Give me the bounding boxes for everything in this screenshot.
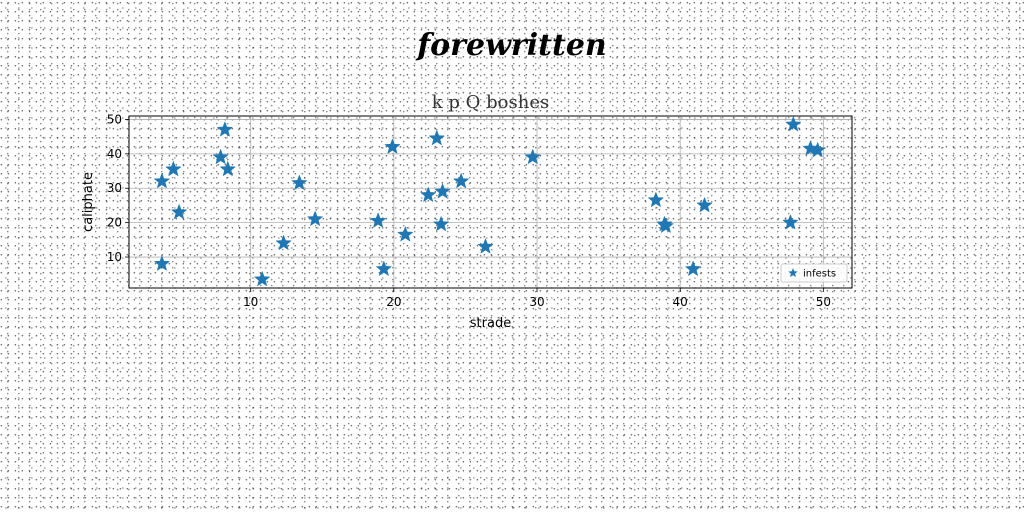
- data-point: [434, 182, 451, 199]
- data-point: [170, 203, 188, 220]
- data-point: [369, 212, 387, 228]
- data-point: [477, 238, 494, 254]
- plot-frame: [128, 115, 853, 289]
- figure-heading: forewritten: [417, 28, 607, 63]
- x-tick-label: 10: [243, 295, 258, 309]
- legend-box: [780, 263, 848, 283]
- y-axis: 10 20 30 40 50: [107, 112, 129, 264]
- data-point: [647, 191, 665, 208]
- y-tick-label: 30: [107, 181, 122, 195]
- y-tick-label: 40: [107, 147, 122, 161]
- data-point: [419, 186, 437, 203]
- chart-title: k p Q boshes: [432, 92, 549, 113]
- data-point: [384, 138, 401, 154]
- y-tick-label: 50: [107, 112, 122, 126]
- data-point: [291, 174, 308, 191]
- data-point: [428, 129, 446, 146]
- data-point: [153, 255, 171, 271]
- data-point: [809, 141, 826, 158]
- x-axis-label: strade: [470, 316, 511, 331]
- data-point: [216, 121, 234, 137]
- x-tick-label: 40: [673, 295, 688, 309]
- y-tick-label: 20: [107, 216, 122, 230]
- x-tick-label: 20: [386, 295, 401, 309]
- data-point: [212, 148, 229, 165]
- legend-marker: [788, 268, 798, 278]
- y-axis-label: caliphate: [81, 172, 96, 232]
- data-point: [696, 196, 713, 213]
- data-point: [684, 260, 702, 277]
- x-tick-label: 30: [529, 295, 544, 309]
- data-point: [397, 225, 414, 242]
- x-axis: 10 20 30 40 50: [243, 288, 831, 309]
- data-point: [452, 172, 470, 189]
- data-point: [219, 160, 237, 177]
- data-point: [785, 115, 802, 132]
- data-point: [782, 213, 799, 230]
- x-tick-label: 50: [816, 295, 831, 309]
- legend: infests: [780, 263, 848, 283]
- y-tick-label: 10: [107, 250, 122, 264]
- legend-label: infests: [803, 269, 836, 280]
- data-point: [657, 217, 675, 234]
- data-point: [432, 215, 450, 232]
- data-point: [306, 210, 324, 227]
- data-point: [275, 234, 292, 251]
- data-point: [153, 172, 171, 189]
- data-point: [253, 270, 271, 287]
- data-point: [375, 260, 393, 277]
- data-points: [153, 115, 826, 287]
- data-point: [165, 160, 182, 177]
- grid-lines: [129, 116, 852, 288]
- data-point: [524, 148, 542, 165]
